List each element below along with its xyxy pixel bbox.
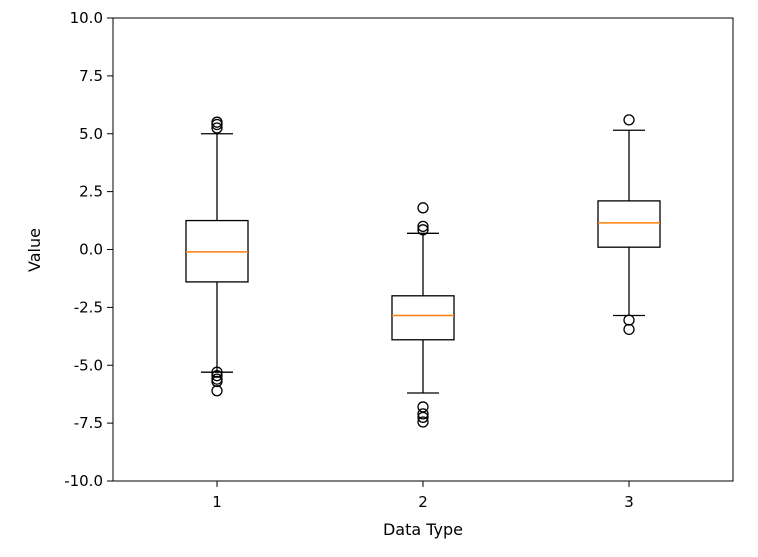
outlier-point xyxy=(623,114,635,126)
outlier-point xyxy=(211,116,223,128)
y-tick-label: -10.0 xyxy=(64,472,103,490)
y-tick-label: -2.5 xyxy=(74,298,103,316)
outlier-point xyxy=(417,408,429,420)
outlier-point xyxy=(623,314,635,326)
x-tick-label: 3 xyxy=(624,493,634,511)
y-tick-label: 7.5 xyxy=(79,67,103,85)
outlier-point xyxy=(211,366,223,378)
y-axis-label: Value xyxy=(25,228,44,272)
x-axis-label: Data Type xyxy=(383,520,463,539)
y-tick-label: 10.0 xyxy=(70,9,103,27)
y-tick-label: 5.0 xyxy=(79,125,103,143)
box-iqr xyxy=(597,200,661,248)
outlier-point xyxy=(211,375,223,388)
box-group-1 xyxy=(185,116,249,397)
box-group-2 xyxy=(391,202,455,428)
box-iqr xyxy=(391,295,455,341)
outlier-point xyxy=(211,385,223,397)
outlier-point xyxy=(211,122,223,134)
box-group-3 xyxy=(597,114,661,336)
y-tick-label: -7.5 xyxy=(74,414,103,432)
y-tick-label: 2.5 xyxy=(79,183,103,201)
outlier-point xyxy=(211,118,223,131)
x-tick-label: 2 xyxy=(418,493,428,511)
plot-area xyxy=(185,114,661,428)
outlier-point xyxy=(417,220,429,233)
x-tick-label: 1 xyxy=(212,493,222,511)
y-tick-label: -5.0 xyxy=(74,356,103,374)
outlier-point xyxy=(417,202,429,214)
outlier-point xyxy=(417,411,429,423)
outlier-point xyxy=(211,370,223,382)
outlier-point xyxy=(417,416,429,428)
outlier-point xyxy=(623,323,635,336)
axes: -10.0 -7.5 -5.0 -2.5 0.0 2.5 5.0 7.5 10.0 1 2 3 xyxy=(64,9,734,511)
outlier-point xyxy=(417,224,429,236)
y-tick-label: 0.0 xyxy=(79,241,103,259)
